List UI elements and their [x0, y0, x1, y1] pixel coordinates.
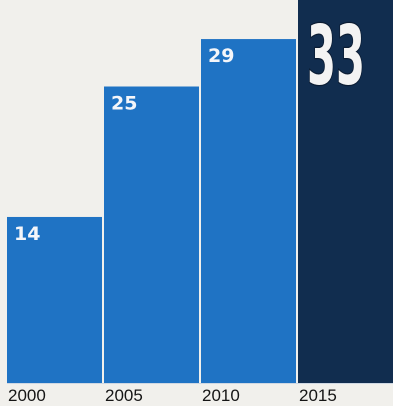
bars-group: [7, 0, 393, 384]
bar-2015: [298, 0, 393, 383]
value-label-2010: 29: [208, 45, 234, 67]
x-tick-label-2005: 2005: [105, 386, 143, 405]
bar-2005: [104, 86, 199, 383]
x-tick-label-2000: 2000: [8, 386, 46, 405]
value-label-2000: 14: [14, 223, 40, 245]
value-label-2005: 25: [111, 93, 137, 115]
x-tick-label-2010: 2010: [202, 386, 240, 405]
bar-2000: [7, 216, 102, 383]
value-label-highlight-2015: 33: [307, 9, 365, 104]
x-axis-baseline: [7, 383, 393, 384]
bar-2010: [201, 39, 296, 384]
x-tick-label-2015: 2015: [299, 386, 337, 405]
value-labels-group: 14 25 29 33: [14, 8, 366, 245]
x-axis-tick-labels: 2000 2005 2010 2015: [8, 386, 337, 405]
